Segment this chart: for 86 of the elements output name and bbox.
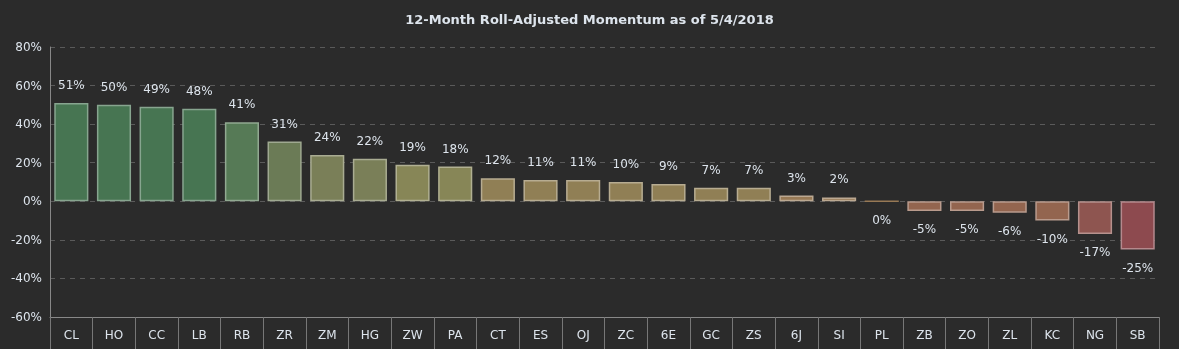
bar: [779, 195, 814, 202]
x-tick-label: 6J: [790, 328, 803, 342]
bar: [54, 102, 89, 202]
data-label: 24%: [313, 130, 341, 144]
chart-title: 12-Month Roll-Adjusted Momentum as of 5/4/2018: [405, 12, 774, 27]
x-tick-label: ZO: [958, 328, 976, 342]
x-tick-label: HG: [360, 328, 380, 342]
x-tick-label: CC: [148, 328, 166, 342]
x-tick-label: ZR: [276, 328, 293, 342]
data-label: 10%: [612, 157, 640, 171]
data-label: 19%: [399, 139, 426, 154]
data-label: 2%: [829, 172, 849, 187]
x-tick-label: NG: [1085, 328, 1105, 342]
x-tick-label: ZC: [617, 328, 635, 342]
x-tick-label: ZM: [317, 328, 337, 342]
x-tick-label: ZL: [1002, 328, 1018, 342]
bar: [566, 180, 601, 202]
bar: [352, 158, 387, 202]
bar: [608, 182, 643, 202]
y-tick-label: -40%: [10, 271, 42, 286]
x-tick-label: SB: [1129, 328, 1146, 342]
x-tick-label: ES: [532, 328, 549, 342]
data-label: -5%: [955, 221, 979, 236]
data-label: 12%: [484, 153, 512, 168]
bar: [950, 201, 985, 211]
x-tick-label: LB: [191, 328, 207, 342]
bar: [1120, 201, 1155, 250]
bar: [267, 141, 302, 202]
x-tick-label: 6E: [660, 328, 677, 342]
bar: [395, 164, 430, 202]
bar: [523, 180, 558, 202]
bar: [822, 197, 857, 202]
data-label: 11%: [569, 155, 597, 170]
bar: [310, 155, 345, 202]
x-tick-label: ZW: [402, 328, 423, 342]
x-tick-label: ZS: [745, 328, 762, 342]
y-tick-label: 20%: [15, 155, 42, 170]
x-tick-label: HO: [104, 328, 124, 342]
data-label: 22%: [356, 133, 384, 148]
bar: [182, 108, 217, 202]
data-label: -25%: [1122, 260, 1154, 275]
bar: [438, 166, 473, 202]
y-tick-label: 80%: [15, 40, 42, 54]
y-tick-label: 40%: [15, 117, 42, 132]
bar: [224, 122, 259, 202]
data-label: 0%: [872, 213, 892, 228]
data-label: -6%: [998, 223, 1022, 238]
data-label: 7%: [744, 162, 764, 177]
data-label: -17%: [1079, 245, 1111, 260]
bar: [992, 201, 1027, 213]
bar: [907, 201, 942, 211]
data-label: 41%: [228, 97, 256, 112]
data-label: 50%: [100, 79, 128, 94]
data-label: -5%: [912, 221, 937, 236]
data-label: 18%: [441, 141, 469, 156]
data-label: 7%: [701, 162, 721, 177]
data-label: 3%: [786, 170, 806, 185]
bar: [1035, 201, 1070, 221]
x-tick-label: KC: [1044, 328, 1061, 342]
data-label: 31%: [271, 116, 298, 131]
bar: [139, 106, 174, 202]
data-label: 11%: [527, 155, 554, 170]
x-tick-label: OJ: [576, 328, 590, 342]
x-tick-label: PL: [874, 328, 890, 342]
y-tick-label: 0%: [22, 194, 42, 209]
y-tick-label: 60%: [15, 78, 42, 93]
bar: [96, 104, 132, 202]
x-tick-label: GC: [702, 328, 720, 342]
bar: [694, 187, 729, 202]
data-label: 9%: [658, 158, 678, 173]
y-tick-label: -20%: [10, 232, 42, 247]
x-tick-label: CL: [63, 328, 80, 342]
data-label: 48%: [185, 83, 213, 98]
data-label: 51%: [57, 77, 85, 92]
data-label: 49%: [143, 81, 170, 96]
bar: [1077, 201, 1113, 235]
bar: [736, 187, 771, 202]
data-label: -10%: [1036, 231, 1068, 246]
x-tick-label: PA: [447, 328, 464, 342]
x-tick-label: SI: [833, 328, 845, 342]
bar: [651, 183, 686, 202]
x-tick-label: ZB: [916, 328, 933, 342]
y-tick-label: -60%: [10, 310, 42, 324]
bar: [480, 178, 515, 202]
x-tick-label: RB: [233, 328, 251, 342]
x-tick-label: CT: [490, 328, 507, 342]
